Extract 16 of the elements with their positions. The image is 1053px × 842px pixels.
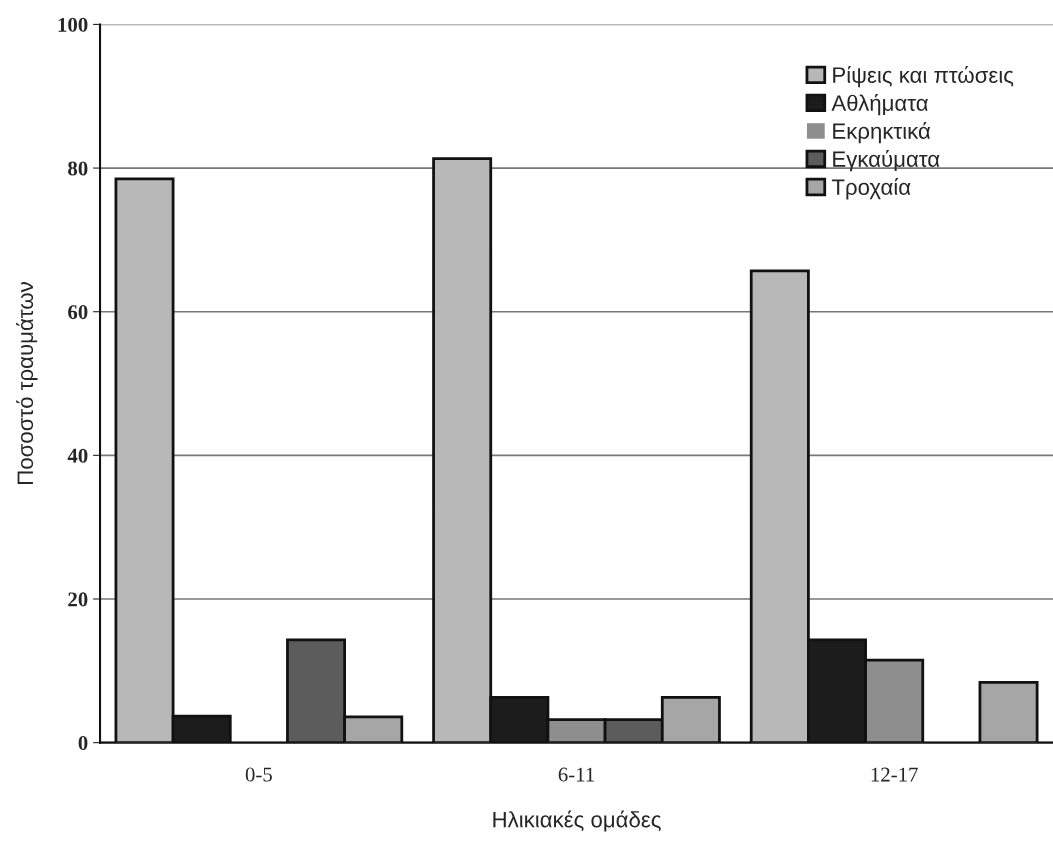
legend-label: Ρίψεις και πτώσεις	[833, 65, 1014, 88]
y-tick-label: 80	[68, 161, 88, 176]
x-tick-label: 6-11	[558, 767, 594, 782]
legend-label: Τροχαία	[831, 178, 911, 200]
legend-label: Εκρηκτικά	[833, 122, 931, 144]
y-tick-label: 40	[67, 448, 88, 463]
x-tick-label: 0-5	[245, 767, 272, 782]
y-axis-title: Ποσοστό τραυμάτων	[16, 282, 38, 484]
y-tick-label: 60	[68, 305, 88, 320]
legend-label: Εγκαύματα	[833, 150, 940, 172]
x-tick-label: 12-17	[871, 767, 918, 782]
legend-label: Αθλήματα	[831, 93, 928, 116]
y-tick-label: 100	[58, 17, 88, 32]
x-axis-title: Ηλικιακές ομάδες	[493, 810, 661, 832]
y-tick-label: 20	[68, 592, 88, 607]
y-tick-label: 0	[78, 736, 88, 751]
